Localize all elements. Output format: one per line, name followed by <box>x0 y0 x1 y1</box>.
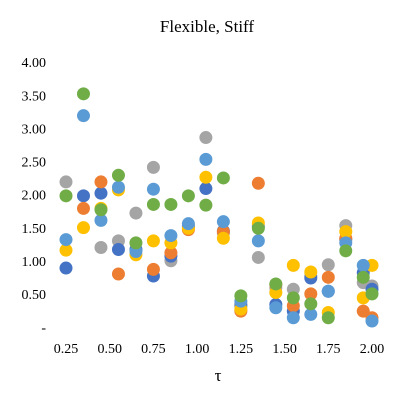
point <box>94 175 108 189</box>
point <box>286 291 300 305</box>
point <box>94 241 108 255</box>
point <box>321 270 335 284</box>
point <box>94 213 108 227</box>
point <box>339 225 353 239</box>
point <box>356 258 370 272</box>
point <box>76 87 90 101</box>
point <box>111 180 125 194</box>
point <box>321 284 335 298</box>
point <box>59 261 73 275</box>
point <box>216 231 230 245</box>
point <box>59 243 73 257</box>
point <box>251 221 265 235</box>
point <box>269 301 283 315</box>
point <box>251 250 265 264</box>
y-tick-label: 1.50 <box>22 222 47 237</box>
x-tick-label: 1.50 <box>272 342 297 357</box>
x-tick-label: 1.25 <box>229 342 254 357</box>
point <box>146 197 160 211</box>
point <box>129 206 143 220</box>
point <box>365 314 379 328</box>
point <box>199 170 213 184</box>
point <box>59 175 73 189</box>
point <box>199 152 213 166</box>
point <box>304 265 318 279</box>
point <box>321 311 335 325</box>
y-tick-label: 2.00 <box>22 189 47 204</box>
point <box>59 189 73 203</box>
point <box>111 168 125 182</box>
chart-title: Flexible, Stiff <box>160 17 254 36</box>
point <box>146 182 160 196</box>
point <box>269 277 283 291</box>
point <box>146 160 160 174</box>
point <box>111 267 125 281</box>
point <box>76 109 90 123</box>
point <box>76 189 90 203</box>
y-tick-label: 3.00 <box>22 122 47 137</box>
point <box>304 287 318 301</box>
y-tick-label: 4.00 <box>22 56 47 71</box>
point <box>59 233 73 247</box>
point <box>356 270 370 284</box>
x-tick-label: 0.50 <box>97 342 122 357</box>
x-tick-label: 1.75 <box>316 342 341 357</box>
y-tick-label: 1.00 <box>22 255 47 270</box>
point <box>251 234 265 248</box>
point <box>181 189 195 203</box>
y-tick-label: 0.50 <box>22 288 47 303</box>
point <box>234 289 248 303</box>
point <box>286 258 300 272</box>
point <box>321 258 335 272</box>
x-tick-label: 1.00 <box>185 342 210 357</box>
point <box>164 197 178 211</box>
y-tick-label: - <box>41 321 46 336</box>
point <box>146 234 160 248</box>
point <box>199 198 213 212</box>
point <box>216 215 230 229</box>
point <box>365 287 379 301</box>
point <box>216 171 230 185</box>
point <box>181 217 195 231</box>
point <box>304 307 318 321</box>
x-axis-title: τ <box>215 366 222 385</box>
point <box>199 131 213 145</box>
point <box>286 311 300 325</box>
point <box>76 201 90 215</box>
x-tick-label: 0.75 <box>141 342 166 357</box>
point <box>94 186 108 200</box>
y-tick-label: 3.50 <box>22 89 47 104</box>
point <box>146 262 160 276</box>
point <box>129 236 143 250</box>
x-tick-label: 2.00 <box>360 342 385 357</box>
point <box>304 297 318 311</box>
y-tick-label: 2.50 <box>22 156 47 171</box>
point <box>111 243 125 256</box>
point <box>339 244 353 258</box>
point <box>94 203 108 217</box>
point <box>199 182 213 196</box>
point <box>164 229 178 243</box>
point <box>164 246 178 260</box>
x-tick-label: 0.25 <box>54 342 79 357</box>
point <box>251 176 265 190</box>
point <box>76 221 90 235</box>
